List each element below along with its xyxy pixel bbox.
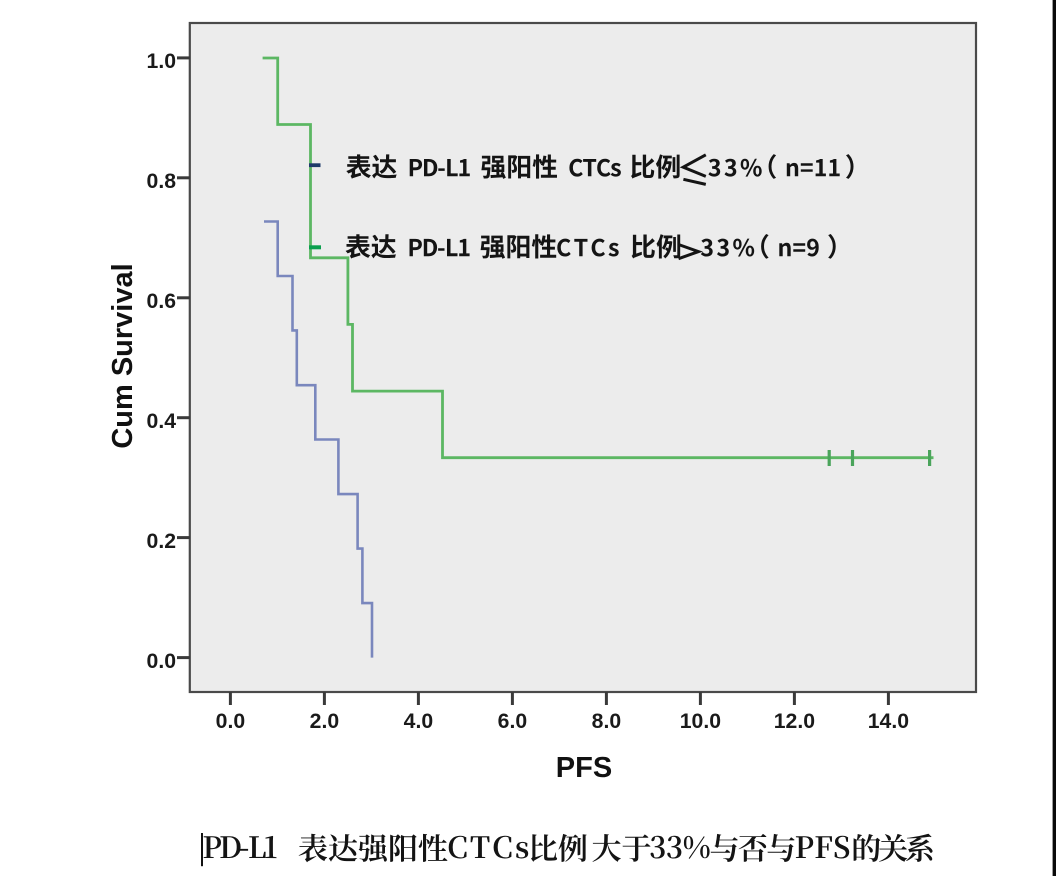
- svg-text:4.0: 4.0: [404, 710, 433, 733]
- svg-text:0.6: 0.6: [147, 290, 177, 313]
- svg-text:0.4: 0.4: [147, 410, 177, 433]
- svg-text:14.0: 14.0: [868, 710, 909, 733]
- svg-text:2.0: 2.0: [310, 710, 339, 733]
- svg-text:0.2: 0.2: [147, 530, 176, 553]
- svg-text:0.0: 0.0: [216, 710, 245, 733]
- svg-text:10.0: 10.0: [680, 710, 721, 733]
- svg-text:Cum Survival: Cum Survival: [107, 263, 139, 448]
- svg-text:PFS: PFS: [556, 752, 612, 784]
- svg-text:0.8: 0.8: [147, 170, 177, 193]
- svg-text:1.0: 1.0: [147, 50, 176, 73]
- svg-text:0.0: 0.0: [147, 650, 176, 673]
- svg-text:12.0: 12.0: [774, 710, 815, 733]
- svg-text:6.0: 6.0: [498, 710, 527, 733]
- svg-text:8.0: 8.0: [592, 710, 621, 733]
